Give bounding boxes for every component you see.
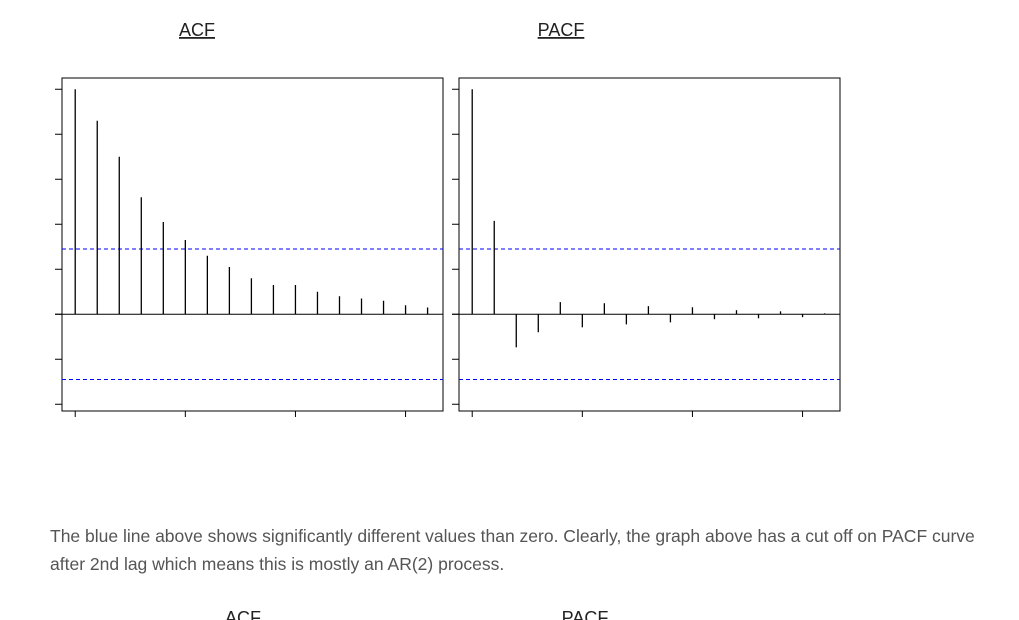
next-chart-title: ACF (225, 608, 261, 620)
plot-frame (61, 77, 444, 412)
chart-title: ACF (179, 20, 215, 40)
chart-title: PACF (538, 20, 585, 40)
next-chart-title: PACF (562, 608, 609, 620)
paragraph: The blue line above shows significantly … (50, 526, 975, 574)
plot-frame (458, 77, 841, 412)
